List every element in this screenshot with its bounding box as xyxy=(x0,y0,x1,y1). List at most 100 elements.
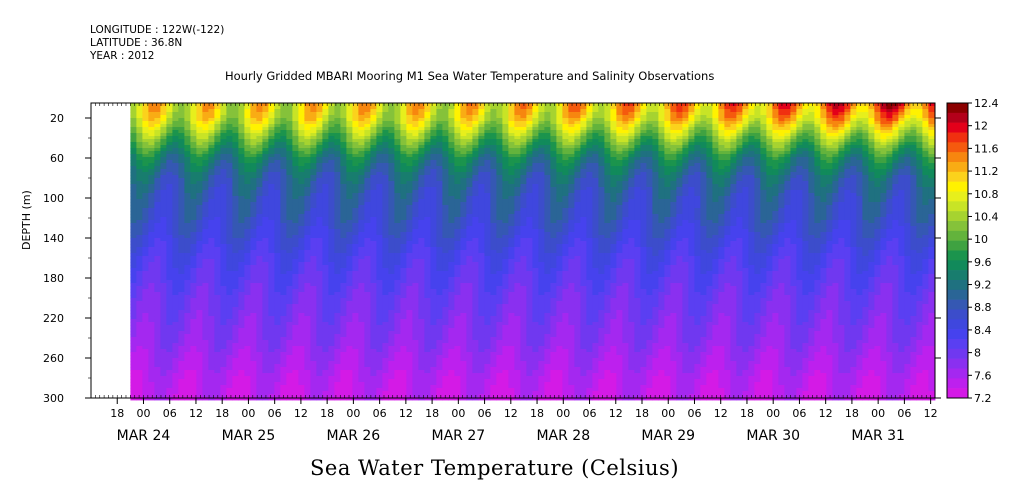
heat-cell xyxy=(166,262,173,266)
heat-cell xyxy=(364,217,371,221)
heat-cell xyxy=(328,130,335,134)
heat-cell xyxy=(418,127,425,131)
heat-cell xyxy=(406,175,413,179)
heat-cell xyxy=(172,118,179,122)
heat-cell xyxy=(292,115,299,119)
heat-cell xyxy=(142,163,149,167)
heat-cell xyxy=(166,145,173,149)
heat-cell xyxy=(346,355,353,359)
heat-cell xyxy=(214,376,221,380)
heat-cell xyxy=(328,121,335,125)
heat-cell xyxy=(352,295,359,299)
heat-cell xyxy=(250,154,257,158)
heat-cell xyxy=(352,148,359,152)
heat-cell xyxy=(208,391,215,395)
heat-cell xyxy=(130,187,137,191)
heat-cell xyxy=(310,220,317,224)
heat-cell xyxy=(394,130,401,134)
heat-cell xyxy=(310,349,317,353)
heat-cell xyxy=(244,355,251,359)
heat-cell xyxy=(340,160,347,164)
heat-cell xyxy=(316,277,323,281)
heat-cell xyxy=(238,244,245,248)
heat-cell xyxy=(298,373,305,377)
heat-cell xyxy=(154,259,161,263)
heat-cell xyxy=(292,154,299,158)
heat-cell xyxy=(232,304,239,308)
heat-cell xyxy=(250,292,257,296)
heat-cell xyxy=(340,310,347,314)
heat-cell xyxy=(328,106,335,110)
heat-cell xyxy=(406,115,413,119)
heat-cell xyxy=(154,217,161,221)
heat-cell xyxy=(136,292,143,296)
heat-cell xyxy=(406,349,413,353)
heat-cell xyxy=(424,235,431,239)
heat-cell xyxy=(322,274,329,278)
heat-cell xyxy=(232,241,239,245)
heat-cell xyxy=(148,202,155,206)
heat-cell xyxy=(184,106,191,110)
heat-cell xyxy=(250,250,257,254)
heat-cell xyxy=(232,217,239,221)
heat-cell xyxy=(226,361,233,365)
heat-cell xyxy=(286,382,293,386)
heat-cell xyxy=(322,121,329,125)
heat-cell xyxy=(310,280,317,284)
heat-cell xyxy=(208,214,215,218)
heat-cell xyxy=(130,148,137,152)
heat-cell xyxy=(160,340,167,344)
heat-cell xyxy=(280,295,287,299)
heat-cell xyxy=(166,118,173,122)
heat-cell xyxy=(310,358,317,362)
heat-cell xyxy=(268,241,275,245)
heat-cell xyxy=(232,190,239,194)
heat-cell xyxy=(190,397,197,401)
heat-cell xyxy=(388,157,395,161)
heat-cell xyxy=(418,160,425,164)
heat-cell xyxy=(394,121,401,125)
heat-cell xyxy=(346,205,353,209)
heat-cell xyxy=(346,268,353,272)
heat-cell xyxy=(148,376,155,380)
heat-cell xyxy=(334,349,341,353)
heat-cell xyxy=(346,235,353,239)
heat-cell xyxy=(130,358,137,362)
heat-cell xyxy=(190,238,197,242)
heat-cell xyxy=(412,250,419,254)
heat-cell xyxy=(388,133,395,137)
heat-cell xyxy=(268,265,275,269)
heat-cell xyxy=(412,133,419,137)
heat-cell xyxy=(268,181,275,185)
heat-cell xyxy=(322,223,329,227)
heat-cell xyxy=(310,142,317,146)
heat-cell xyxy=(220,133,227,137)
heat-cell xyxy=(316,322,323,326)
heat-cell xyxy=(286,349,293,353)
heat-cell xyxy=(256,109,263,113)
heat-cell xyxy=(364,394,371,398)
heat-cell xyxy=(400,298,407,302)
heat-cell xyxy=(196,250,203,254)
heat-cell xyxy=(166,337,173,341)
heat-cell xyxy=(406,139,413,143)
heat-cell xyxy=(214,220,221,224)
heat-cell xyxy=(226,304,233,308)
heat-cell xyxy=(178,289,185,293)
heat-cell xyxy=(202,190,209,194)
heat-cell xyxy=(340,307,347,311)
heat-cell xyxy=(184,196,191,200)
heat-cell xyxy=(382,322,389,326)
heat-cell xyxy=(244,166,251,170)
heat-cell xyxy=(244,379,251,383)
heat-cell xyxy=(412,121,419,125)
heat-cell xyxy=(208,229,215,233)
heat-cell xyxy=(280,256,287,260)
heat-cell xyxy=(280,277,287,281)
heat-cell xyxy=(220,289,227,293)
heat-cell xyxy=(142,337,149,341)
heat-cell xyxy=(358,319,365,323)
heat-cell xyxy=(262,154,269,158)
heat-cell xyxy=(424,184,431,188)
heat-cell xyxy=(232,145,239,149)
